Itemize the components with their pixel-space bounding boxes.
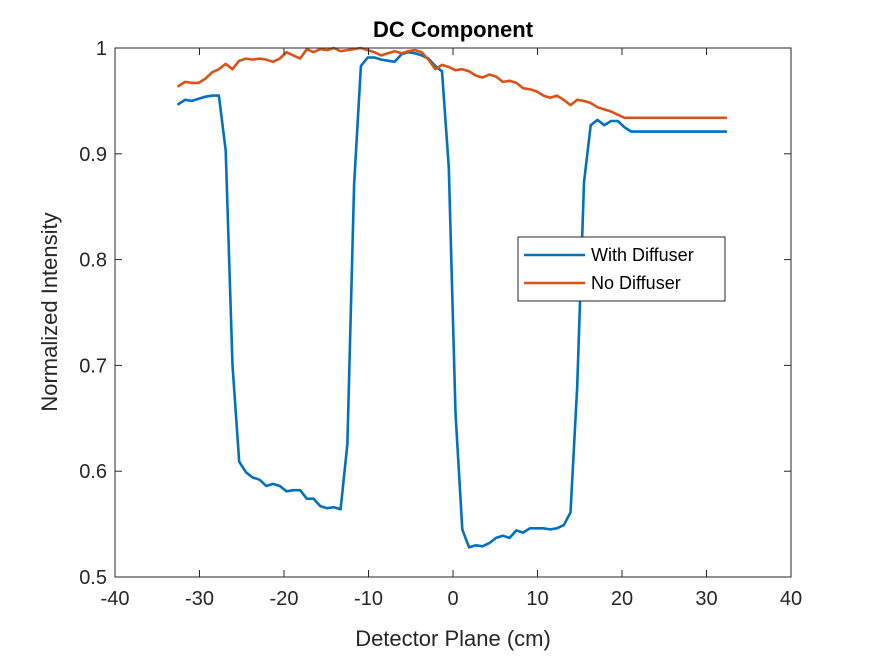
axes-box	[114, 47, 792, 578]
y-tick-label: 0.7	[79, 355, 107, 377]
y-tick-label: 0.8	[79, 250, 107, 272]
x-tick-label: 40	[780, 588, 802, 610]
x-tick-label: 30	[695, 588, 717, 610]
plot-area	[177, 46, 728, 549]
legend-label: No Diffuser	[591, 273, 681, 293]
x-tick-label: 0	[447, 588, 458, 610]
series-line-no-diffuser	[177, 46, 728, 120]
axis-ticks: -40 -30 -20 -10 0 10 20 30 40 0.5 0.6 0.7 0.8 0.9 1	[79, 38, 802, 610]
legend-label: With Diffuser	[591, 245, 694, 265]
y-tick-label: 0.6	[79, 461, 107, 483]
y-axis-label: Normalized Intensity	[37, 212, 62, 411]
y-tick-label: 0.5	[79, 567, 107, 589]
series-line-with-diffuser	[177, 50, 728, 549]
legend: With Diffuser No Diffuser	[517, 236, 726, 302]
chart-title: DC Component	[373, 17, 534, 42]
x-tick-label: -10	[354, 588, 383, 610]
y-tick-label: 1	[96, 38, 107, 60]
y-tick-label: 0.9	[79, 144, 107, 166]
x-tick-label: -40	[101, 588, 130, 610]
x-tick-label: 10	[526, 588, 548, 610]
legend-box	[517, 236, 726, 302]
x-tick-label: -20	[270, 588, 299, 610]
x-tick-label: 20	[611, 588, 633, 610]
x-tick-label: -30	[185, 588, 214, 610]
x-axis-label: Detector Plane (cm)	[355, 626, 551, 651]
